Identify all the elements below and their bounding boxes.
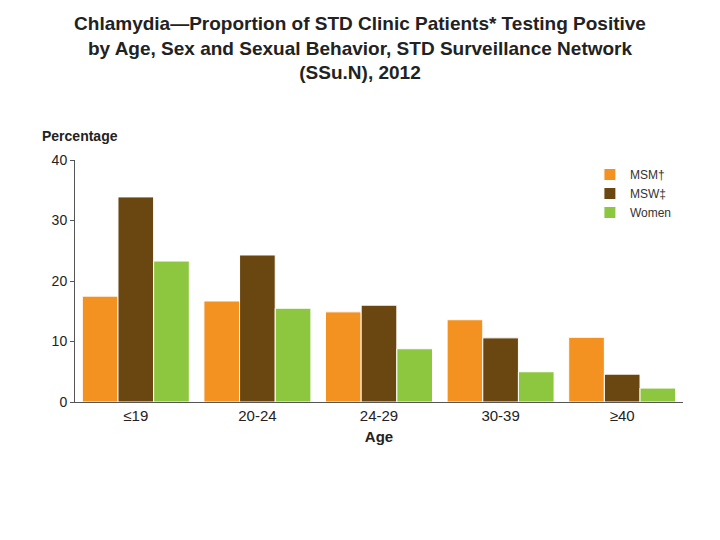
svg-text:0: 0 [59, 394, 67, 410]
svg-text:MSM†: MSM† [630, 168, 665, 182]
svg-text:Percentage: Percentage [42, 128, 118, 144]
svg-text:20-24: 20-24 [238, 407, 276, 424]
svg-text:30-39: 30-39 [481, 407, 519, 424]
svg-text:Women: Women [630, 206, 671, 220]
svg-text:30: 30 [52, 212, 68, 228]
svg-text:40: 40 [52, 152, 68, 168]
svg-text:24-29: 24-29 [360, 407, 398, 424]
svg-text:MSW‡: MSW‡ [630, 187, 666, 201]
svg-text:Chlamydia—Proportion of STD Cl: Chlamydia—Proportion of STD Clinic Patie… [74, 13, 646, 83]
svg-text:≤19: ≤19 [123, 407, 148, 424]
svg-text:≥40: ≥40 [610, 407, 635, 424]
svg-text:20: 20 [52, 273, 68, 289]
svg-text:10: 10 [52, 333, 68, 349]
svg-text:Age: Age [365, 428, 393, 445]
